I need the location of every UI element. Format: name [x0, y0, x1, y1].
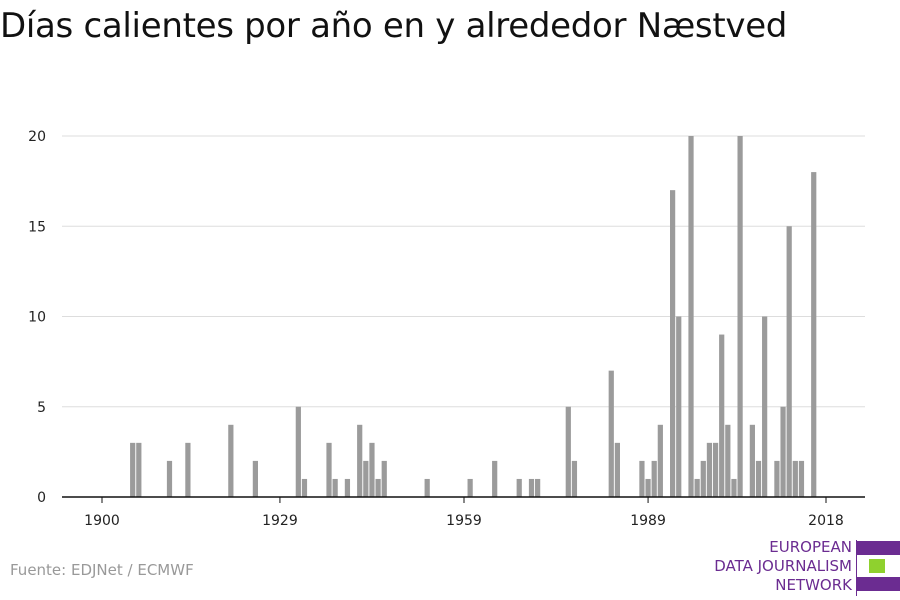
bar	[363, 460, 369, 497]
bar	[657, 424, 663, 497]
bar	[492, 460, 498, 497]
bar	[700, 460, 706, 497]
bar	[676, 316, 682, 497]
bars	[130, 136, 817, 497]
bar	[639, 460, 645, 497]
logo-bar-bottom	[857, 577, 900, 591]
bar	[185, 442, 191, 497]
y-tick-label: 5	[37, 400, 46, 416]
logo-line-2: DATA JOURNALISM	[714, 557, 852, 575]
bar	[688, 136, 694, 497]
logo-line-3: NETWORK	[775, 576, 852, 594]
y-tick-label: 0	[37, 490, 46, 506]
edjnet-logo[interactable]: EUROPEAN DATA JOURNALISM NETWORK	[690, 538, 900, 596]
bar	[565, 406, 571, 497]
y-tick-label: 20	[28, 129, 46, 145]
bar	[608, 370, 614, 497]
bar	[694, 478, 700, 497]
logo-divider	[856, 540, 857, 596]
source-note: Fuente: EDJNet / ECMWF	[10, 561, 194, 579]
bar	[516, 478, 522, 497]
x-tick-label: 1959	[446, 513, 482, 529]
chart-title: Días calientes por año en y alrededor Næ…	[0, 6, 788, 46]
bar	[467, 478, 473, 497]
bar	[798, 460, 805, 497]
bar	[792, 460, 798, 497]
bar	[166, 460, 173, 497]
x-tick-label: 1929	[262, 513, 298, 529]
x-axis-ticks: 1900 1929 1959 1989 2018	[84, 497, 844, 529]
bar	[737, 136, 743, 497]
bar	[706, 442, 713, 497]
bar	[651, 460, 657, 497]
bar	[774, 460, 780, 497]
bar	[749, 424, 755, 497]
bar	[130, 442, 136, 497]
bar	[614, 442, 620, 497]
bar	[344, 478, 351, 497]
bar	[712, 442, 719, 497]
bar	[719, 334, 725, 497]
bar	[528, 478, 535, 497]
logo-bar-top	[857, 541, 900, 555]
bar	[811, 172, 817, 497]
bar	[731, 478, 737, 497]
bar	[780, 406, 786, 497]
bar	[755, 460, 762, 497]
bar	[326, 442, 332, 497]
bar	[295, 406, 301, 497]
bar	[725, 424, 731, 497]
y-axis-labels: 0 5 10 15 20	[28, 129, 46, 506]
bar	[369, 442, 375, 497]
x-tick-label: 2018	[808, 513, 844, 529]
bar	[252, 460, 258, 497]
bar	[424, 478, 430, 497]
bar	[381, 460, 387, 497]
bar	[301, 478, 308, 497]
bar	[571, 460, 578, 497]
bar	[332, 478, 338, 497]
bar	[228, 424, 234, 497]
bar	[375, 478, 381, 497]
bar	[786, 226, 792, 497]
bar	[762, 316, 768, 497]
logo-line-1: EUROPEAN	[769, 538, 852, 556]
logo-bar-middle	[869, 559, 885, 573]
bar	[357, 424, 363, 497]
x-tick-label: 1900	[84, 513, 120, 529]
bar	[535, 478, 541, 497]
x-tick-label: 1989	[630, 513, 666, 529]
bar	[136, 442, 142, 497]
bar	[670, 190, 676, 497]
bar	[645, 478, 651, 497]
y-tick-label: 10	[28, 310, 46, 326]
bar-chart: 0 5 10 15 20 1900 1929 1959 1989 2018	[28, 129, 865, 529]
grid-lines	[62, 135, 865, 408]
y-tick-label: 15	[28, 219, 46, 235]
